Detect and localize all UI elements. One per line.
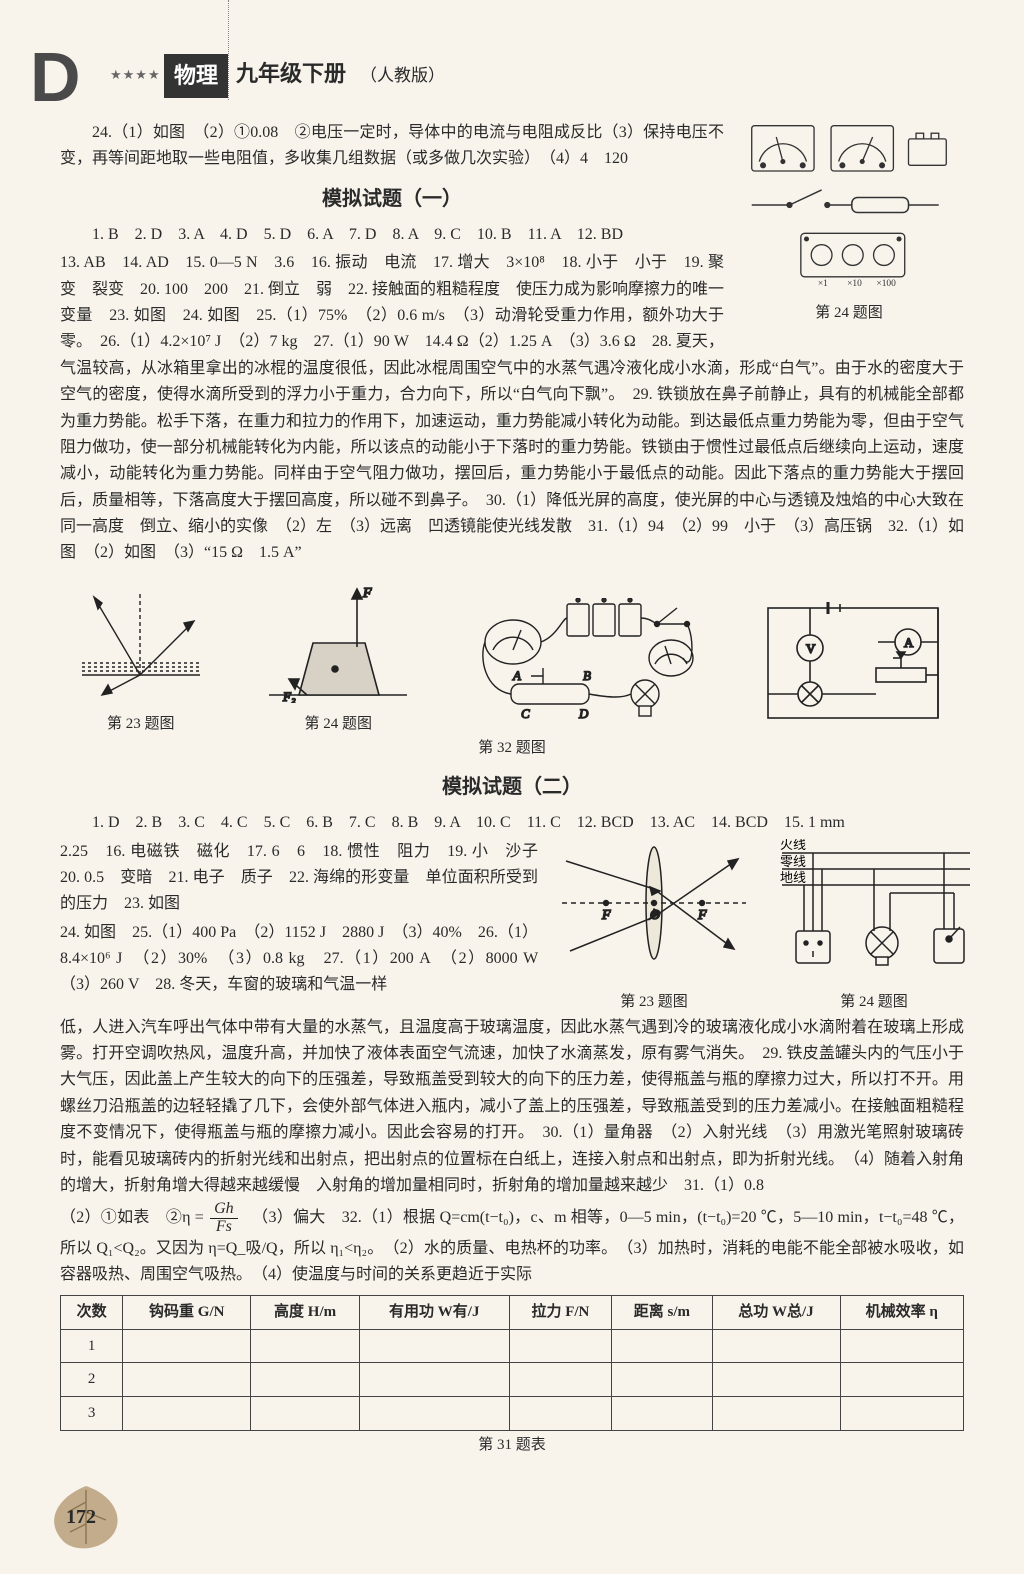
th-4: 拉力 F/N xyxy=(509,1295,612,1329)
mock1-fig32-left: C D A B xyxy=(471,598,701,737)
header-subject: 物理 xyxy=(164,54,228,98)
label-F1: F xyxy=(601,908,611,923)
mock1-fig23-caption: 第 23 题图 xyxy=(76,712,206,737)
table-row: 2 xyxy=(61,1363,964,1397)
wire-neutral-label: 零线 xyxy=(780,854,806,869)
svg-text:A: A xyxy=(904,635,914,650)
table-header-row: 次数 钩码重 G/N 高度 H/m 有用功 W有/J 拉力 F/N 距离 s/m… xyxy=(61,1295,964,1329)
th-0: 次数 xyxy=(61,1295,123,1329)
wire-earth-label: 地线 xyxy=(780,870,806,885)
mock2-fig24-caption: 第 24 题图 xyxy=(774,990,974,1015)
svg-text:D: D xyxy=(578,706,589,721)
experiment-table: 次数 钩码重 G/N 高度 H/m 有用功 W有/J 拉力 F/N 距离 s/m… xyxy=(60,1295,964,1431)
svg-text:F₂: F₂ xyxy=(282,689,296,703)
th-3: 有用功 W有/J xyxy=(359,1295,509,1329)
q24-figure-caption: 第 24 题图 xyxy=(734,301,964,326)
mock2-fig23-caption: 第 23 题图 xyxy=(554,990,754,1015)
page-number: 172 xyxy=(66,1501,96,1534)
svg-text:C: C xyxy=(521,706,530,721)
row-label: 3 xyxy=(61,1397,123,1431)
label-F2: F xyxy=(697,908,707,923)
th-5: 距离 s/m xyxy=(612,1295,712,1329)
svg-text:B: B xyxy=(583,668,591,683)
q24-figure-block: ×1 ×10 ×100 第 24 题图 xyxy=(734,120,964,326)
svg-text:×1: ×1 xyxy=(818,279,828,289)
th-1: 钩码重 G/N xyxy=(123,1295,251,1329)
svg-text:×100: ×100 xyxy=(876,279,896,289)
table-row: 1 xyxy=(61,1329,964,1363)
mock1-figure-row: 第 23 题图 F F₂ 第 24 题图 xyxy=(60,583,964,737)
mock2-body3a: （2）①如表 ②η = xyxy=(60,1209,208,1226)
mock2-body3: （2）①如表 ②η = Gh Fs （3）偏大 32.（1）根据 Q=cm(t−… xyxy=(60,1201,964,1288)
row-label: 2 xyxy=(61,1363,123,1397)
mock2-two-col: 2.25 16. 电磁铁 磁化 17. 6 6 18. 惯性 阻力 19. 小 … xyxy=(60,839,964,1015)
table-caption: 第 31 题表 xyxy=(60,1433,964,1458)
header-divider xyxy=(228,0,229,100)
mock1-fig32-right: A V xyxy=(758,598,948,737)
eta-fraction: Gh Fs xyxy=(210,1201,238,1236)
frac-num: Gh xyxy=(210,1201,238,1219)
mock2-body2: 低，人进入汽车呼出气体中带有大量的水蒸气，且温度高于玻璃温度，因此水蒸气遇到冷的… xyxy=(60,1015,964,1200)
row-label: 1 xyxy=(61,1329,123,1363)
mock2-answers-line1: 1. D 2. B 3. C 4. C 5. C 6. B 7. C 8. B … xyxy=(60,810,964,836)
svg-text:A: A xyxy=(512,668,521,683)
frac-den: Fs xyxy=(210,1219,238,1236)
th-2: 高度 H/m xyxy=(251,1295,360,1329)
mock1-fig32-caption: 第 32 题图 xyxy=(60,736,964,761)
mock1-fig23: 第 23 题图 xyxy=(76,583,206,737)
th-7: 机械效率 η xyxy=(840,1295,964,1329)
wire-live-label: 火线 xyxy=(780,839,806,852)
mock2-fig24: 火线 零线 地线 xyxy=(774,839,974,1015)
svg-text:×10: ×10 xyxy=(847,279,862,289)
mock1-fig24-caption: 第 24 题图 xyxy=(263,712,413,737)
svg-text:V: V xyxy=(806,641,816,656)
mock2-left-b: 24. 如图 25.（1）400 Pa （2）1152 J 2880 J （3）… xyxy=(60,920,538,999)
header-version: （人教版） xyxy=(360,62,445,90)
header-grade: 九年级下册 xyxy=(236,56,346,92)
q24-circuit-diagram: ×1 ×10 ×100 xyxy=(734,120,964,290)
header-stars: ★★★★ xyxy=(110,64,161,85)
header-d-letter: D xyxy=(30,20,77,136)
page-header: D ★★★★ 物理 九年级下册 （人教版） xyxy=(60,40,964,90)
svg-text:F: F xyxy=(362,586,372,601)
mock2-left-a: 2.25 16. 电磁铁 磁化 17. 6 6 18. 惯性 阻力 19. 小 … xyxy=(60,839,538,918)
mock2-title: 模拟试题（二） xyxy=(60,771,964,804)
table-row: 3 xyxy=(61,1397,964,1431)
mock2-fig23: F O F 第 23 题图 xyxy=(554,839,754,1015)
th-6: 总功 W总/J xyxy=(712,1295,840,1329)
mock1-fig24: F F₂ 第 24 题图 xyxy=(263,583,413,737)
